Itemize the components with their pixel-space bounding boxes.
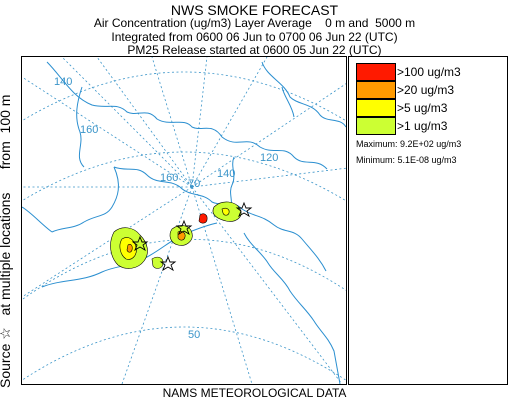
source-star-icon [159, 255, 177, 272]
source-star-icon [175, 219, 193, 236]
source-star-icon [235, 201, 253, 218]
legend-label-1: >1 ug/m3 [397, 119, 448, 133]
source-markers [131, 201, 253, 272]
grid-label-160: 160 [80, 124, 98, 136]
plume-sw-core [126, 244, 133, 253]
legend-swatch-100 [356, 63, 396, 81]
source-star-icon [131, 235, 149, 252]
legend-label-20: >20 ug/m3 [397, 83, 455, 97]
subtitle-integration: Integrated from 0600 06 Jun to 0700 06 J… [111, 30, 398, 44]
legend-panel: >100 ug/m3 >20 ug/m3 >5 ug/m3 >1 ug/m3 M… [348, 56, 508, 385]
legend-label-100: >100 ug/m3 [397, 65, 461, 79]
map-panel: 140 160 160 70 140 120 50 [21, 56, 347, 385]
legend-swatch-20 [356, 81, 396, 99]
grid-label-50: 50 [188, 329, 200, 341]
grid-label-140-top: 140 [54, 76, 72, 88]
map-svg: 140 160 160 70 140 120 50 [22, 57, 346, 384]
plume-ne-core [221, 207, 230, 216]
grid-label-140: 140 [217, 168, 235, 180]
legend-swatch-1 [356, 117, 396, 135]
footer-met-data: NAMS METEOROLOGICAL DATA [162, 386, 347, 400]
legend-swatch-5 [356, 99, 396, 117]
source-label: Source ☆ at multiple locations from 100 … [0, 95, 13, 388]
grid-label-120: 120 [260, 152, 278, 164]
legend-label-5: >5 ug/m3 [397, 101, 448, 115]
plume-hotspot [198, 213, 208, 224]
legend-maximum: Maximum: 9.2E+02 ug/m3 [356, 139, 462, 149]
subtitle-concentration: Air Concentration (ug/m3) Layer Average … [93, 16, 416, 30]
legend-minimum: Minimum: 5.1E-08 ug/m3 [356, 155, 457, 165]
grid-label-160b: 160 [160, 172, 178, 184]
chart-title: NWS SMOKE FORECAST [170, 2, 339, 18]
subtitle-release: PM25 Release started at 0600 05 Jun 22 (… [127, 43, 382, 57]
coastlines [22, 61, 346, 384]
smoke-plumes [110, 201, 242, 269]
graticule [22, 57, 346, 384]
grid-label-70: 70 [188, 178, 200, 190]
